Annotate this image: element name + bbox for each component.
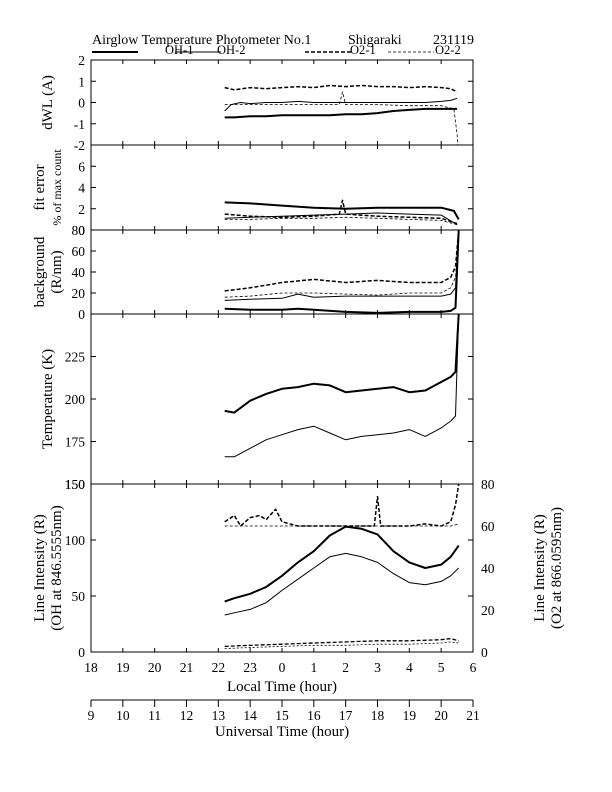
- y-tick-label: 150: [65, 477, 86, 492]
- series-dwl-oh-1: [224, 107, 458, 119]
- y-tick-label: 0: [78, 223, 85, 238]
- local-time-tick-label: 6: [470, 660, 477, 675]
- y-tick-label: 50: [72, 589, 86, 604]
- series-background-oh-2: [224, 230, 460, 301]
- panels: -2 -1 0 1 2 dWL (A) 0 2 4 6 fit error% of max coun…: [32, 53, 565, 660]
- ut-tick-label: 16: [307, 708, 321, 723]
- y-tick-label: 60: [72, 244, 86, 259]
- y-axis-label-dwl: dWL (A): [40, 75, 56, 130]
- local-time-tick-label: 4: [406, 660, 413, 675]
- y-tick-label: 0: [78, 96, 85, 111]
- y-tick-label: 4: [78, 181, 85, 196]
- series-dwl-o2-1: [224, 84, 458, 93]
- panel-temperature: 150 175 200 225 Temperature (K): [40, 313, 474, 492]
- chart-station: Shigaraki: [348, 33, 402, 48]
- y-tick-label: 100: [65, 533, 86, 548]
- local-time-tick-label: 21: [180, 660, 194, 675]
- y-tick-label: 80: [72, 223, 86, 238]
- panel-fit-error: 0 2 4 6 fit error% of max count: [32, 144, 474, 238]
- panel-dwl: -2 -1 0 1 2 dWL (A): [40, 53, 474, 153]
- legend-label-o2-2: O2-2: [435, 43, 461, 57]
- local-time-tick-label: 5: [438, 660, 445, 675]
- series-dwl-oh-2: [224, 97, 458, 112]
- ut-tick-label: 14: [243, 708, 257, 723]
- ut-tick-label: 17: [339, 708, 353, 723]
- series-fit-error-oh-1: [224, 201, 460, 220]
- panel-line-intensity: 0 50 100 150 0 20 40 60 80 Line Intensity (R)(O2 …: [32, 477, 565, 660]
- y-tick-label: -2: [74, 138, 85, 153]
- ut-tick-label: 13: [212, 708, 226, 723]
- y2-tick-label: 80: [481, 477, 495, 492]
- panel-frame: [90, 483, 474, 653]
- series-line-intensity-o2-2: [224, 523, 459, 527]
- local-time-tick-label: 23: [243, 660, 257, 675]
- local-time-tick-label: 2: [342, 660, 349, 675]
- series-line-intensity-oh-2-low: [224, 641, 459, 649]
- y-tick-label: 1: [78, 74, 85, 89]
- series-line-intensity-oh-1: [224, 525, 460, 603]
- legend: OH-1 OH-2 O2-1 O2-2: [92, 43, 461, 57]
- panel-frame: [90, 313, 474, 485]
- series-temperature-oh-2: [224, 314, 460, 458]
- ut-tick-label: 21: [466, 708, 480, 723]
- series-background-o2-1: [224, 230, 460, 292]
- ut-axis-label: Universal Time (hour): [215, 724, 349, 740]
- chart-title: Airglow Temperature Photometer No.1: [92, 33, 311, 48]
- y-axis-label-temperature: Temperature (K): [40, 349, 56, 449]
- ut-tick-label: 15: [275, 708, 289, 723]
- panel-background: 0 20 40 60 80 background(R/nm): [32, 223, 474, 322]
- legend-label-oh-1: OH-1: [165, 43, 193, 57]
- series-fit-error-o2-1: [224, 199, 458, 225]
- y-tick-label: 6: [78, 159, 85, 174]
- series-dwl-o2-2: [224, 91, 459, 145]
- series-background-oh-1: [224, 230, 460, 314]
- y-axis-label-fit-error: fit error% of max count: [32, 149, 64, 226]
- y2-tick-label: 40: [481, 561, 495, 576]
- y-tick-label: 150: [65, 477, 86, 492]
- series-line-intensity-oh-2: [224, 552, 460, 616]
- y2-axis-label: Line Intensity (R)(O2 at 866.0595nm): [532, 507, 565, 629]
- series-fit-error-oh-2: [224, 212, 458, 226]
- local-time-axis-label: Local Time (hour): [227, 679, 337, 695]
- y2-tick-label: 20: [481, 603, 495, 618]
- ut-tick-label: 19: [403, 708, 417, 723]
- local-time-tick-label: 19: [116, 660, 130, 675]
- chart-date-code: 231119: [433, 33, 474, 48]
- local-time-tick-label: 20: [148, 660, 162, 675]
- y2-tick-label: 0: [481, 645, 488, 660]
- y-axis-label-background: background(R/nm): [32, 236, 65, 307]
- y-tick-label: 2: [78, 53, 85, 68]
- y-tick-label: 200: [65, 392, 86, 407]
- legend-label-oh-2: OH-2: [217, 43, 245, 57]
- local-time-tick-label: 1: [310, 660, 317, 675]
- series-background-o2-2: [224, 230, 460, 298]
- ut-tick-label: 20: [434, 708, 448, 723]
- y-tick-label: 0: [78, 645, 85, 660]
- local-time-tick-label: 0: [279, 660, 286, 675]
- y-tick-label: 2: [78, 202, 85, 217]
- y-tick-label: 0: [78, 307, 85, 322]
- series-temperature-oh-1: [224, 314, 460, 414]
- series-line-intensity-o2-1: [224, 484, 460, 527]
- ut-tick-label: 12: [180, 708, 194, 723]
- ut-tick-label: 9: [88, 708, 95, 723]
- y-tick-label: 175: [65, 435, 86, 450]
- y-axis-label-line-intensity: Line Intensity (R)(OH at 846.5555nm): [32, 505, 65, 630]
- y-tick-label: 225: [65, 350, 86, 365]
- series-fit-error-o2-2: [224, 216, 458, 226]
- time-axes: 18 19 20 21 22 23 0 1 2 3 4 5 69 10 11 12 13 14 15 16 17 18 19…: [84, 660, 480, 723]
- y-tick-label: 20: [72, 286, 86, 301]
- local-time-tick-label: 22: [212, 660, 226, 675]
- y2-tick-label: 60: [481, 519, 495, 534]
- ut-tick-label: 11: [148, 708, 161, 723]
- y-tick-label: 40: [72, 265, 86, 280]
- panel-frame: [90, 229, 474, 315]
- y-tick-label: -1: [74, 117, 85, 132]
- ut-tick-label: 10: [116, 708, 130, 723]
- local-time-tick-label: 3: [374, 660, 381, 675]
- ut-tick-label: 18: [371, 708, 385, 723]
- local-time-tick-label: 18: [84, 660, 98, 675]
- legend-label-o2-1: O2-1: [350, 43, 376, 57]
